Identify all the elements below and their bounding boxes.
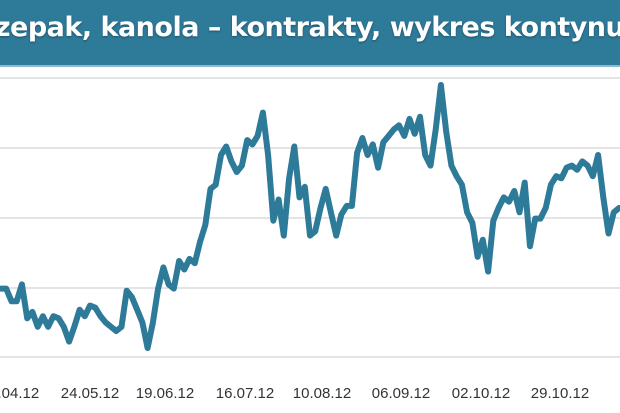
series-layer: [0, 82, 620, 351]
x-tick-label: 19.06.12: [136, 385, 194, 402]
x-tick-label: 10.08.12: [293, 385, 351, 402]
x-axis-ticks: 30.04.12 24.05.12 19.06.12 16.07.12 10.08.12…: [0, 385, 589, 402]
x-tick-label: 06.09.12: [372, 385, 430, 402]
chart-title-bar: rzepak, kanola – kontrakty, wykres konty…: [0, 0, 620, 67]
x-tick-label: 02.10.12: [452, 385, 510, 402]
x-tick-label: 30.04.12: [0, 385, 39, 402]
x-tick-label: 24.05.12: [61, 385, 119, 402]
x-tick-label: 29.10.12: [531, 385, 589, 402]
x-tick-label: 16.07.12: [216, 385, 274, 402]
series-line: [0, 82, 620, 351]
chart-title: rzepak, kanola – kontrakty, wykres konty…: [0, 12, 620, 43]
